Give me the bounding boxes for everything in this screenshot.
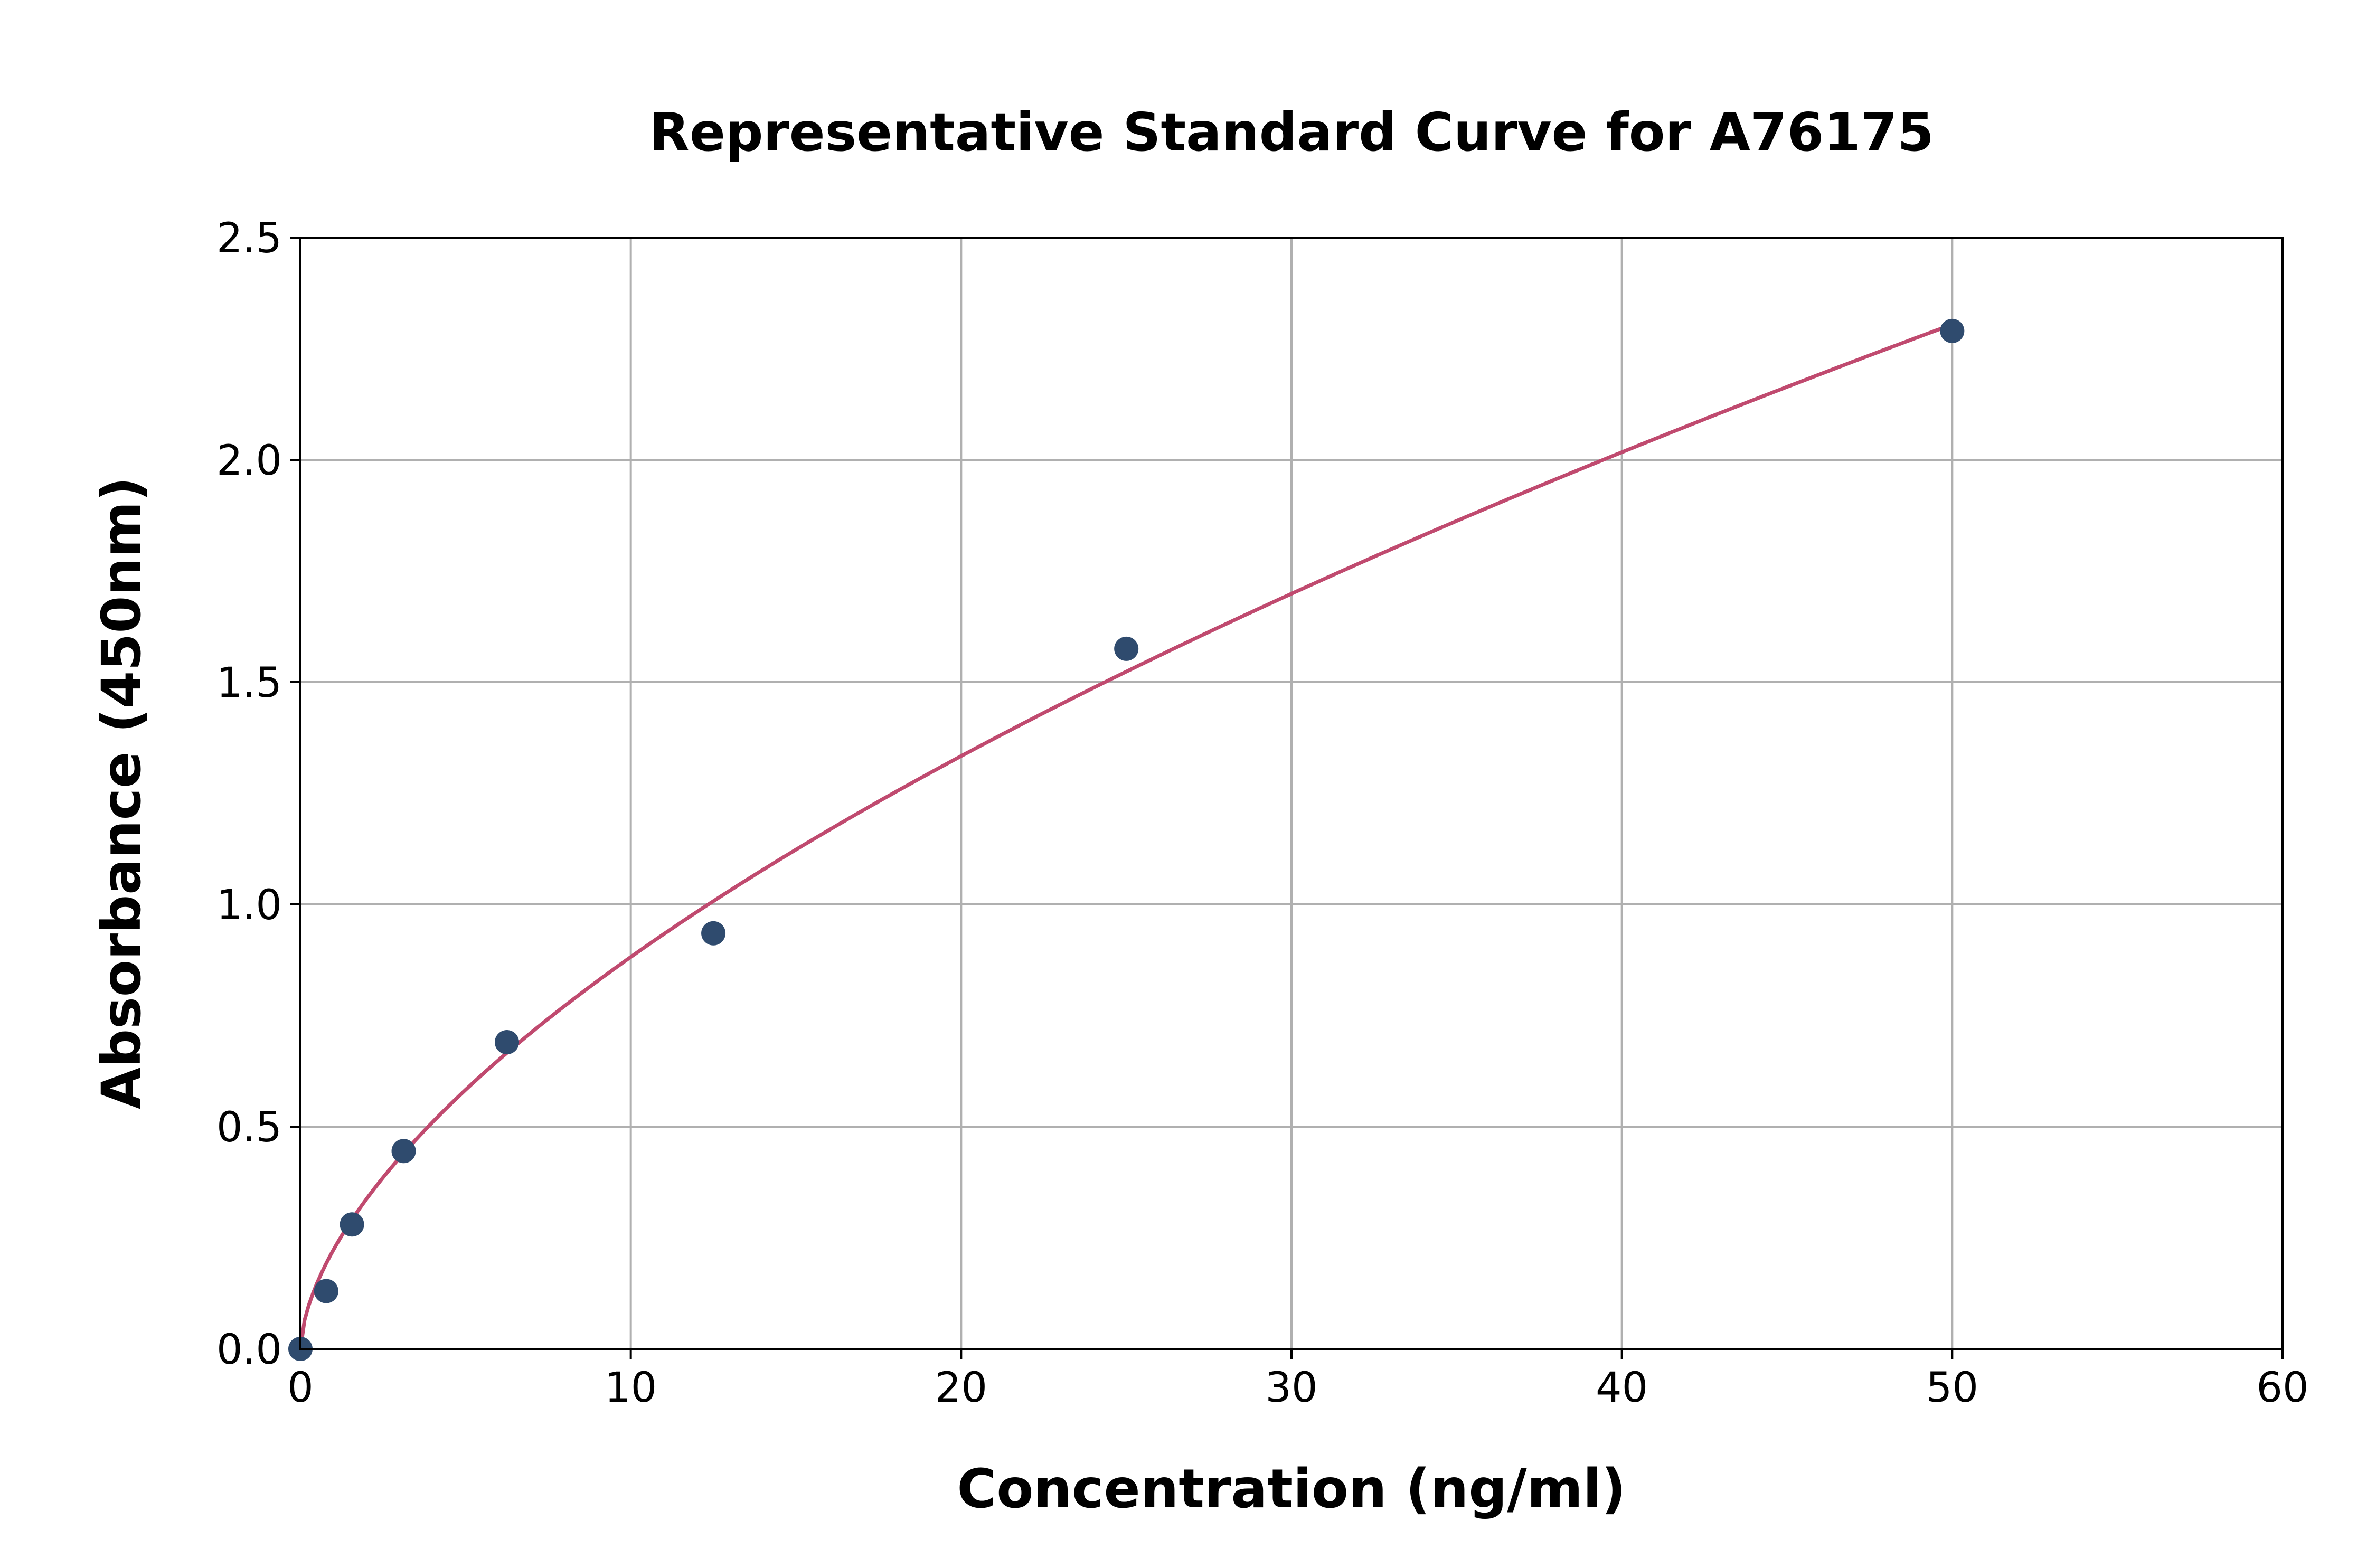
y-tick-label: 0.0 [216, 1326, 282, 1374]
data-point [1940, 318, 1965, 343]
data-point [495, 1030, 520, 1055]
chart-title: Representative Standard Curve for A76175 [649, 101, 1934, 163]
x-tick-label: 0 [287, 1364, 314, 1412]
grid [299, 237, 2284, 1350]
x-tick-label: 20 [935, 1364, 987, 1412]
y-tick-label: 2.0 [216, 437, 282, 485]
y-tick-label: 2.5 [216, 215, 282, 262]
y-axis-label: Absorbance (450nm) [90, 477, 153, 1109]
fit-curve [298, 323, 1953, 1349]
data-point [1114, 636, 1139, 661]
x-axis-label: Concentration (ng/ml) [957, 1458, 1626, 1520]
x-tick-label: 30 [1265, 1364, 1317, 1412]
plot-frame [299, 237, 2284, 1350]
y-tick-label: 1.5 [216, 659, 282, 707]
x-tick-label: 60 [2256, 1364, 2308, 1412]
data-point [391, 1139, 416, 1164]
data-points [288, 318, 1965, 1361]
x-axis-ticks: 0 10 20 30 40 50 60 [287, 1349, 2309, 1412]
y-axis-ticks: 0.0 0.5 1.0 1.5 2.0 2.5 [216, 215, 300, 1374]
y-tick-label: 0.5 [216, 1104, 282, 1151]
data-point [701, 921, 726, 946]
data-point [340, 1212, 364, 1237]
x-tick-label: 50 [1926, 1364, 1978, 1412]
y-tick-label: 1.0 [216, 882, 282, 929]
data-point [314, 1279, 338, 1303]
x-tick-label: 10 [605, 1364, 657, 1412]
x-tick-label: 40 [1596, 1364, 1648, 1412]
